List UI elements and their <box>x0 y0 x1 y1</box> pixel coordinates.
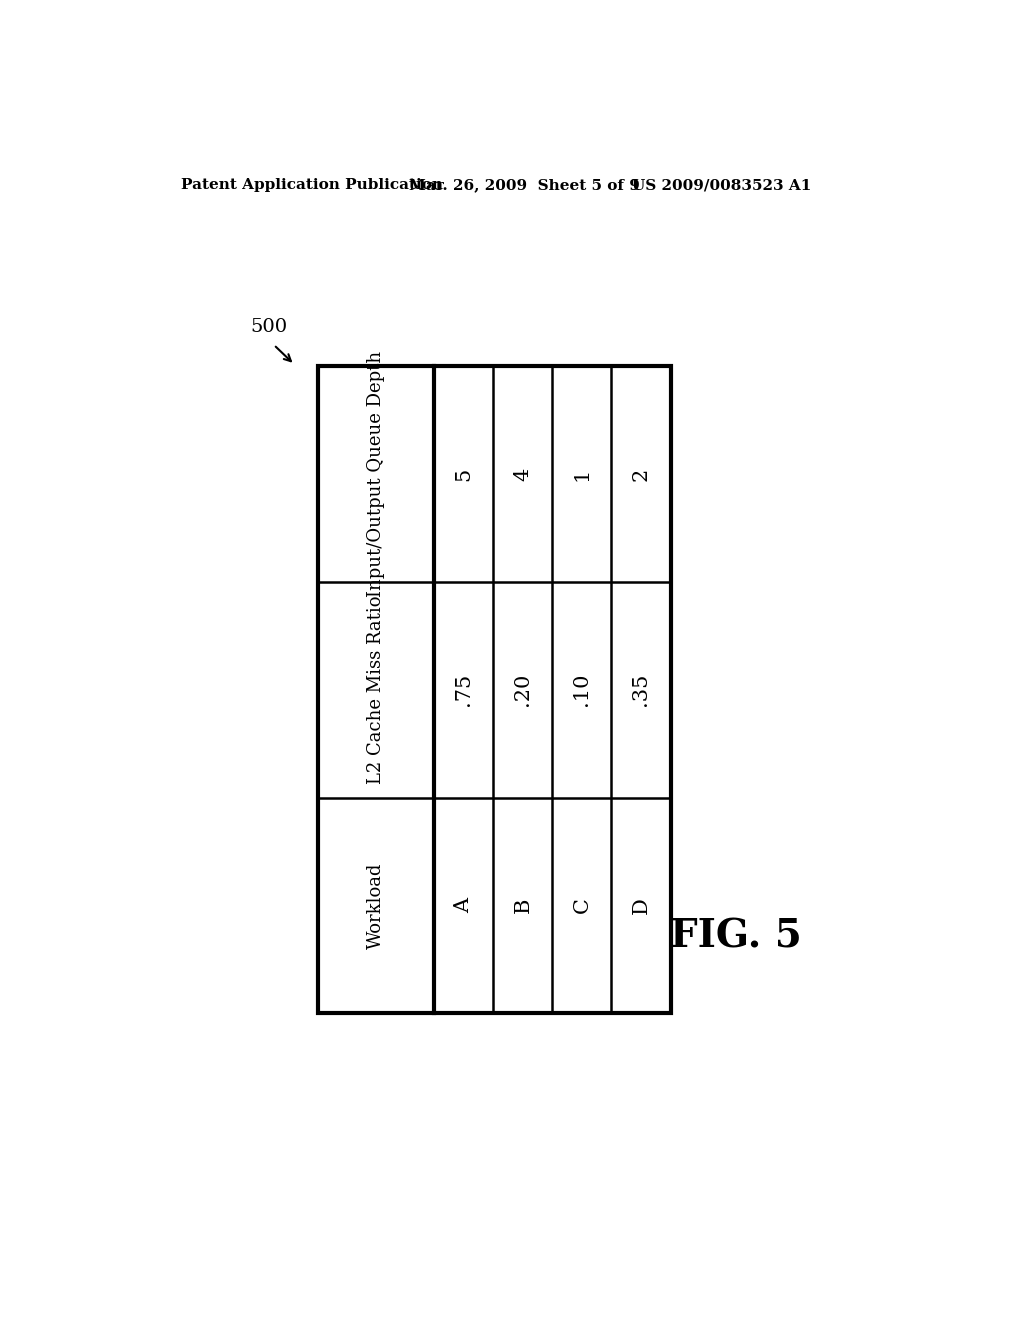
Text: L2 Cache Miss Ratio: L2 Cache Miss Ratio <box>367 595 385 784</box>
Text: .35: .35 <box>632 673 650 706</box>
Text: A: A <box>455 898 473 913</box>
Text: D: D <box>632 896 650 913</box>
Text: .20: .20 <box>513 673 532 706</box>
Text: C: C <box>572 898 592 913</box>
Text: 1: 1 <box>572 467 592 480</box>
Text: 500: 500 <box>251 318 288 335</box>
Text: 5: 5 <box>455 467 473 480</box>
Text: B: B <box>513 898 532 913</box>
Text: Mar. 26, 2009  Sheet 5 of 9: Mar. 26, 2009 Sheet 5 of 9 <box>409 178 639 193</box>
Text: FIG. 5: FIG. 5 <box>671 917 803 956</box>
Text: Workload: Workload <box>367 862 385 949</box>
Text: Patent Application Publication: Patent Application Publication <box>180 178 442 193</box>
Bar <box>317 367 671 1014</box>
Text: .75: .75 <box>455 673 473 706</box>
Text: 2: 2 <box>632 467 650 480</box>
Text: .10: .10 <box>572 673 592 706</box>
Text: 4: 4 <box>513 467 532 480</box>
Text: Input/Output Queue Depth: Input/Output Queue Depth <box>367 351 385 597</box>
Text: US 2009/0083523 A1: US 2009/0083523 A1 <box>632 178 811 193</box>
